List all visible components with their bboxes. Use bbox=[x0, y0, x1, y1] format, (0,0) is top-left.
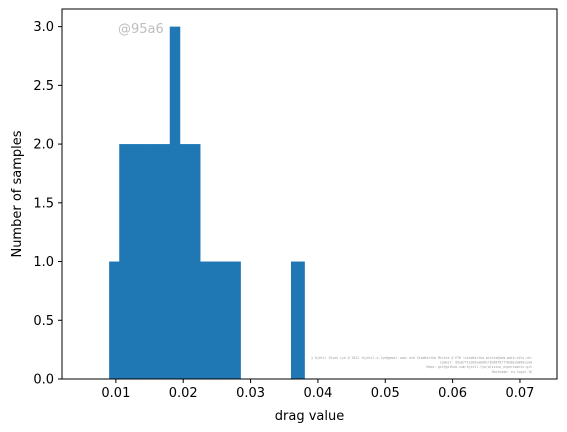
y-tick-label: 0.5 bbox=[33, 314, 54, 329]
y-tick-label: 1.5 bbox=[33, 196, 54, 211]
histogram-bar-12 bbox=[230, 261, 241, 379]
x-tick-label: 0.02 bbox=[169, 386, 198, 401]
histogram-bar-4 bbox=[149, 144, 161, 379]
plot-frame bbox=[61, 8, 558, 380]
x-tick-label: 0.01 bbox=[101, 386, 130, 401]
y-axis-label: Number of samples bbox=[10, 130, 25, 257]
y-tick-label: 2.0 bbox=[33, 138, 54, 153]
histogram-bar-7 bbox=[179, 144, 191, 379]
x-tick-label: 0.07 bbox=[505, 386, 534, 401]
histogram-bar-2 bbox=[129, 144, 140, 379]
footnote-line: Repo: git@github.com:kjetil-lye/alsvinn_… bbox=[426, 365, 532, 369]
histogram-bar-14 bbox=[290, 261, 305, 379]
footnote-line: Commit: 05e87f1a3d5eab661f8a58f07f78d0e2… bbox=[440, 361, 532, 365]
footnote-line: y Kjetil Olsen Lye @ 2012 <kjetil.o.lye@… bbox=[311, 356, 532, 360]
histogram-bar-5 bbox=[159, 144, 171, 379]
bars-group bbox=[109, 26, 305, 379]
histogram-bar-0 bbox=[109, 261, 120, 379]
y-tick-label: 0.0 bbox=[33, 373, 54, 388]
watermark: @95a6 bbox=[118, 22, 164, 37]
x-tick-label: 0.06 bbox=[438, 386, 467, 401]
histogram-bar-1 bbox=[119, 144, 130, 379]
histogram-bar-10 bbox=[210, 261, 221, 379]
x-tick-label: 0.05 bbox=[371, 386, 400, 401]
y-tick-label: 2.5 bbox=[33, 79, 54, 94]
x-tick-label: 0.04 bbox=[303, 386, 332, 401]
x-axis-ticks: 0.01 0.02 0.03 0.04 0.05 0.06 0.07 bbox=[101, 379, 534, 401]
histogram-bar-11 bbox=[220, 261, 231, 379]
histogram-bar-9 bbox=[200, 261, 211, 379]
footnote-line: Hostname: eu-login-16 bbox=[492, 370, 532, 374]
footnote: y Kjetil Olsen Lye @ 2012 <kjetil.o.lye@… bbox=[311, 356, 532, 374]
x-tick-label: 0.03 bbox=[236, 386, 265, 401]
y-axis-ticks: 0.0 0.5 1.0 1.5 2.0 2.5 3.0 bbox=[33, 20, 62, 388]
histogram-bar-8 bbox=[189, 144, 201, 379]
x-axis-label: drag value bbox=[275, 409, 344, 424]
histogram-bar-3 bbox=[139, 144, 150, 379]
y-tick-label: 1.0 bbox=[33, 255, 54, 270]
histogram-bar-6 bbox=[169, 26, 181, 379]
y-tick-label: 3.0 bbox=[33, 20, 54, 35]
